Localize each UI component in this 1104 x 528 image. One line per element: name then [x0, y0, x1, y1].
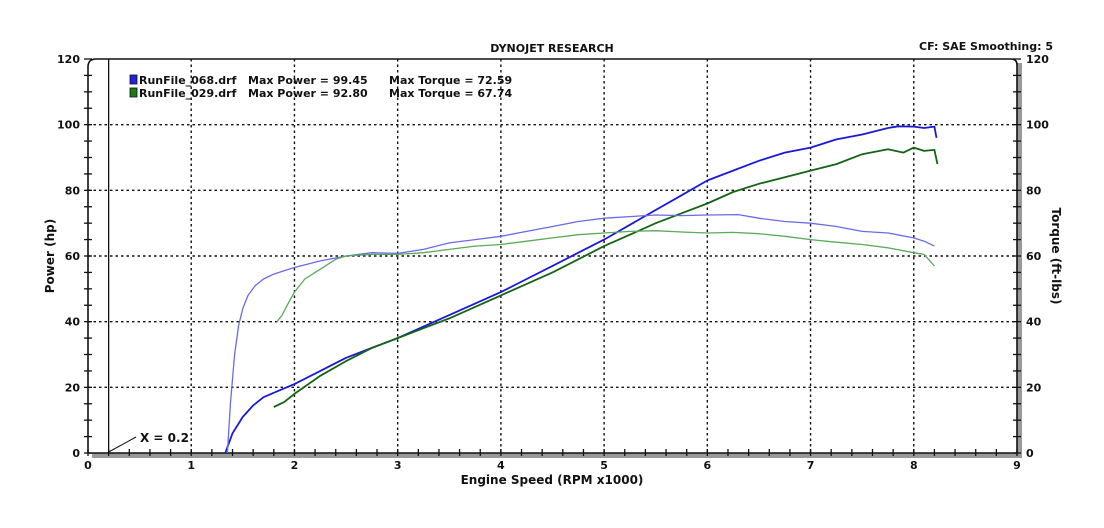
y-axis-label: Power (hp): [43, 219, 57, 293]
series-line-0: [224, 125, 938, 454]
y2-tick-label: 20: [1026, 381, 1042, 394]
x-tick-label: 7: [807, 459, 815, 472]
y-tick-label: 80: [65, 184, 81, 197]
grid-lines: [88, 59, 1017, 453]
x-tick-label: 5: [600, 459, 608, 472]
y-tick-label: 100: [57, 119, 80, 132]
x-marker-label: X = 0.2: [140, 431, 189, 445]
legend-power-068: Max Power = 99.45: [248, 74, 368, 87]
series-line-3: [276, 230, 935, 323]
x-tick-label: 4: [497, 459, 505, 472]
x-tick-label: 6: [704, 459, 712, 472]
chart-title: DYNOJET RESEARCH: [490, 42, 613, 55]
legend-torque-029: Max Torque = 67.74: [389, 87, 513, 100]
y2-tick-label: 100: [1026, 119, 1049, 132]
y-tick-label: 60: [65, 250, 81, 263]
y2-tick-label: 40: [1026, 316, 1042, 329]
x-tick-label: 3: [394, 459, 402, 472]
y2-tick-label: 80: [1026, 184, 1042, 197]
y-tick-label: 20: [65, 381, 81, 394]
chart-info: CF: SAE Smoothing: 5: [919, 40, 1053, 53]
y2-tick-label: 120: [1026, 53, 1049, 66]
y2-axis-label: Torque (ft-lbs): [1049, 208, 1063, 305]
legend-file-029: RunFile_029.drf: [139, 87, 237, 100]
x-tick-label: 1: [187, 459, 195, 472]
series-line-2: [226, 213, 935, 454]
plot-frame: [87, 58, 1022, 458]
frame-shadow-right: [1017, 63, 1022, 457]
y-tick-label: 0: [72, 447, 80, 460]
frame-shadow-bottom: [92, 453, 1022, 458]
legend-file-068: RunFile_068.drf: [139, 74, 237, 87]
y-tick-label: 120: [57, 53, 80, 66]
x-marker-leader: [108, 436, 137, 453]
x-marker: X = 0.2: [107, 59, 189, 453]
legend-swatch-068: [129, 74, 138, 85]
axis-ticks: [84, 58, 1021, 456]
x-tick-label: 9: [1013, 459, 1021, 472]
series-line-1: [273, 146, 939, 408]
x-axis-label: Engine Speed (RPM x1000): [461, 473, 644, 487]
x-tick-label: 0: [84, 459, 92, 472]
y2-tick-label: 60: [1026, 250, 1042, 263]
data-lines: [224, 125, 939, 454]
y2-tick-label: 0: [1026, 447, 1034, 460]
legend-swatch-029: [129, 87, 138, 98]
y-tick-label: 40: [65, 316, 81, 329]
x-tick-label: 8: [910, 459, 918, 472]
x-tick-label: 2: [291, 459, 299, 472]
legend-power-029: Max Power = 92.80: [248, 87, 368, 100]
legend-torque-068: Max Torque = 72.59: [389, 74, 512, 87]
legend: RunFile_068.drf Max Power = 99.45 Max To…: [129, 74, 513, 100]
